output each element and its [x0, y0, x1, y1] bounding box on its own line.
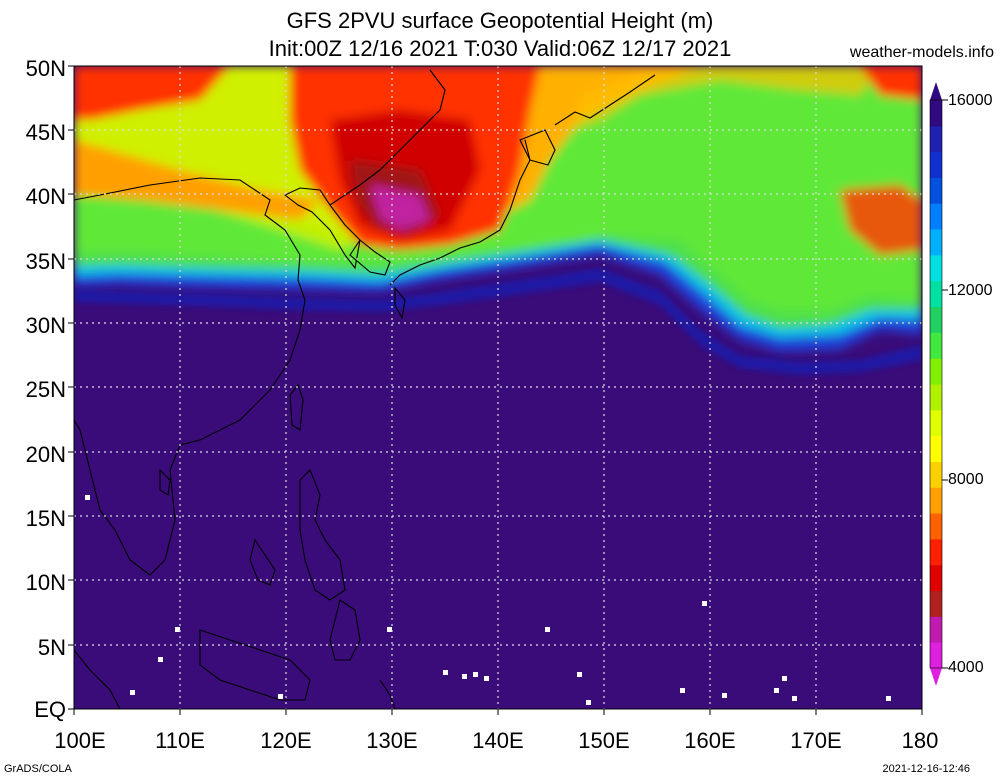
chart-title: GFS 2PVU surface Geopotential Height (m) [286, 8, 714, 33]
lat-label: 45N [25, 120, 66, 145]
colorbar-segment [930, 642, 942, 669]
colorbar-segment [930, 461, 942, 488]
colorbar-max-arrow [930, 82, 942, 100]
colorbar-segment [930, 358, 942, 385]
lon-label: 130E [366, 728, 418, 753]
colorbar [929, 82, 943, 686]
colorbar-segment [930, 487, 942, 514]
lat-label: EQ [34, 697, 66, 722]
colorbar-segment [930, 435, 942, 462]
colorbar-min-arrow [930, 668, 942, 686]
lat-label: 15N [25, 506, 66, 531]
colorbar-segment [930, 590, 942, 617]
lon-label: 100E [54, 728, 106, 753]
colorbar-segment [930, 151, 942, 178]
colorbar-segment [930, 538, 942, 566]
lat-label: 50N [25, 56, 66, 81]
lat-label: 25N [25, 377, 66, 402]
colorbar-segment [930, 513, 942, 540]
colorbar-frame [929, 99, 943, 669]
colorbar-segment [930, 177, 942, 204]
island-markers [85, 495, 891, 705]
footer-timestamp: 2021-12-16-12:46 [882, 763, 970, 775]
colorbar-segment [930, 125, 942, 153]
axis-ticks [68, 65, 923, 715]
graticule [74, 66, 922, 709]
lat-label: 35N [25, 249, 66, 274]
colorbar-segment [930, 332, 942, 359]
lat-label: 30N [25, 313, 66, 338]
colorbar-segment [930, 306, 942, 333]
lat-label: 5N [37, 635, 66, 660]
lon-label: 120E [260, 728, 312, 753]
colorbar-label: 16000 [948, 92, 993, 109]
colorbar-label: 8000 [948, 471, 984, 488]
lon-label: 160E [684, 728, 736, 753]
height-field [74, 66, 922, 709]
colorbar-segment [930, 409, 942, 437]
colorbar-ticks [942, 99, 948, 669]
lat-label: 10N [25, 570, 66, 595]
colorbar-segment [930, 100, 942, 127]
lon-label: 180 [901, 728, 939, 753]
lon-label: 150E [578, 728, 630, 753]
colorbar-label: 12000 [948, 282, 993, 299]
lon-label: 170E [790, 728, 842, 753]
colorbar-label: 4000 [948, 659, 984, 676]
colorbar-segment [930, 254, 942, 282]
lon-label: 110E [155, 728, 205, 753]
coastlines [74, 69, 656, 709]
lat-label: 40N [25, 184, 66, 209]
colorbar-segment [930, 280, 942, 308]
colorbar-segment [930, 384, 942, 411]
footer-software: GrADS/COLA [4, 763, 72, 775]
lat-label: 20N [25, 442, 66, 467]
chart-subtitle: Init:00Z 12/16 2021 T:030 Valid:06Z 12/1… [268, 36, 732, 61]
colorbar-segment [930, 203, 942, 230]
colorbar-segment [930, 616, 942, 643]
colorbar-segment [930, 229, 942, 256]
lon-label: 140E [472, 728, 524, 753]
site-label[interactable]: weather-models.info [849, 44, 994, 61]
colorbar-segment [930, 564, 942, 592]
